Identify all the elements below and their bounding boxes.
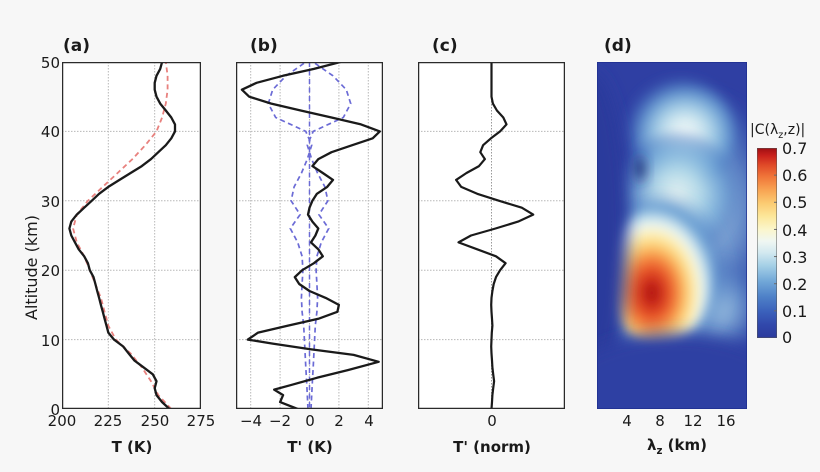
panel-b-envelope-negative bbox=[267, 62, 313, 409]
panel-b-xtick-4: 4 bbox=[364, 412, 374, 430]
panel-a-ytick-0: 0 bbox=[50, 401, 60, 419]
panel-a-xtick-250: 250 bbox=[140, 412, 170, 430]
panel-d-xtick-16: 16 bbox=[716, 412, 736, 430]
panel-a-measured-curve bbox=[68, 62, 177, 409]
colorbar-gradient bbox=[757, 148, 777, 338]
panel-b-xtick-neg2: −2 bbox=[268, 412, 292, 430]
panel-b-xtick-0: 0 bbox=[305, 412, 315, 430]
colorbar-tick-0-3: 0.3 bbox=[782, 248, 808, 267]
panel-c-xlabel: T' (norm) bbox=[453, 438, 531, 456]
panel-b-xlabel: T' (K) bbox=[287, 438, 333, 456]
panel-d-plot bbox=[597, 62, 747, 409]
panel-a-label: (a) bbox=[63, 36, 91, 56]
colorbar-title-suffix: ,z)| bbox=[783, 122, 806, 138]
colorbar-lambda-subscript: z bbox=[778, 129, 784, 141]
panel-c-xtick-0: 0 bbox=[487, 412, 497, 430]
panel-d-xtick-8: 8 bbox=[655, 412, 665, 430]
colorbar-lambda-glyph: λ bbox=[769, 122, 779, 138]
panel-b-xtick-2: 2 bbox=[334, 412, 344, 430]
panel-c-normalized-curve bbox=[455, 62, 535, 409]
panel-a-xtick-200: 200 bbox=[47, 412, 77, 430]
panel-d-label: (d) bbox=[604, 36, 632, 56]
colorbar-tick-0-2: 0.2 bbox=[782, 275, 808, 294]
panel-d-xlabel: λz (km) bbox=[622, 436, 732, 457]
panel-a-xlabel: T (K) bbox=[111, 438, 153, 456]
colorbar-tick-0-7: 0.7 bbox=[782, 139, 808, 158]
panel-d-xtick-4: 4 bbox=[622, 412, 632, 430]
panel-b-xtick-neg4: −4 bbox=[239, 412, 263, 430]
panel-a-ytick-40: 40 bbox=[40, 123, 60, 141]
colorbar-title: |C(λz,z)| bbox=[750, 122, 805, 141]
panel-a-xtick-225: 225 bbox=[93, 412, 123, 430]
panel-b-label: (b) bbox=[250, 36, 278, 56]
panel-d-xtick-12: 12 bbox=[683, 412, 703, 430]
colorbar-title-prefix: |C( bbox=[750, 122, 770, 138]
panel-d-xunit: (km) bbox=[667, 436, 707, 454]
panel-a-plot bbox=[62, 62, 201, 409]
colorbar-tick-0-6: 0.6 bbox=[782, 166, 808, 185]
lambda-subscript-z: z bbox=[656, 446, 663, 457]
panel-b-plot bbox=[236, 62, 383, 409]
colorbar-tick-0-1: 0.1 bbox=[782, 302, 808, 321]
panel-a-ytick-50: 50 bbox=[40, 54, 60, 72]
panel-b-perturbation-curve bbox=[240, 62, 381, 409]
colorbar-tick-0-5: 0.5 bbox=[782, 193, 808, 212]
panel-a-ytick-20: 20 bbox=[40, 262, 60, 280]
panel-c-label: (c) bbox=[432, 36, 458, 56]
lambda-glyph: λ bbox=[647, 436, 657, 454]
colorbar-tick-0: 0 bbox=[782, 328, 793, 347]
panel-a-xtick-275: 275 bbox=[186, 412, 216, 430]
panel-a-ytick-30: 30 bbox=[40, 193, 60, 211]
panel-a-ytick-10: 10 bbox=[40, 332, 60, 350]
colorbar-tick-0-4: 0.4 bbox=[782, 221, 808, 240]
panel-c-plot bbox=[418, 62, 565, 409]
